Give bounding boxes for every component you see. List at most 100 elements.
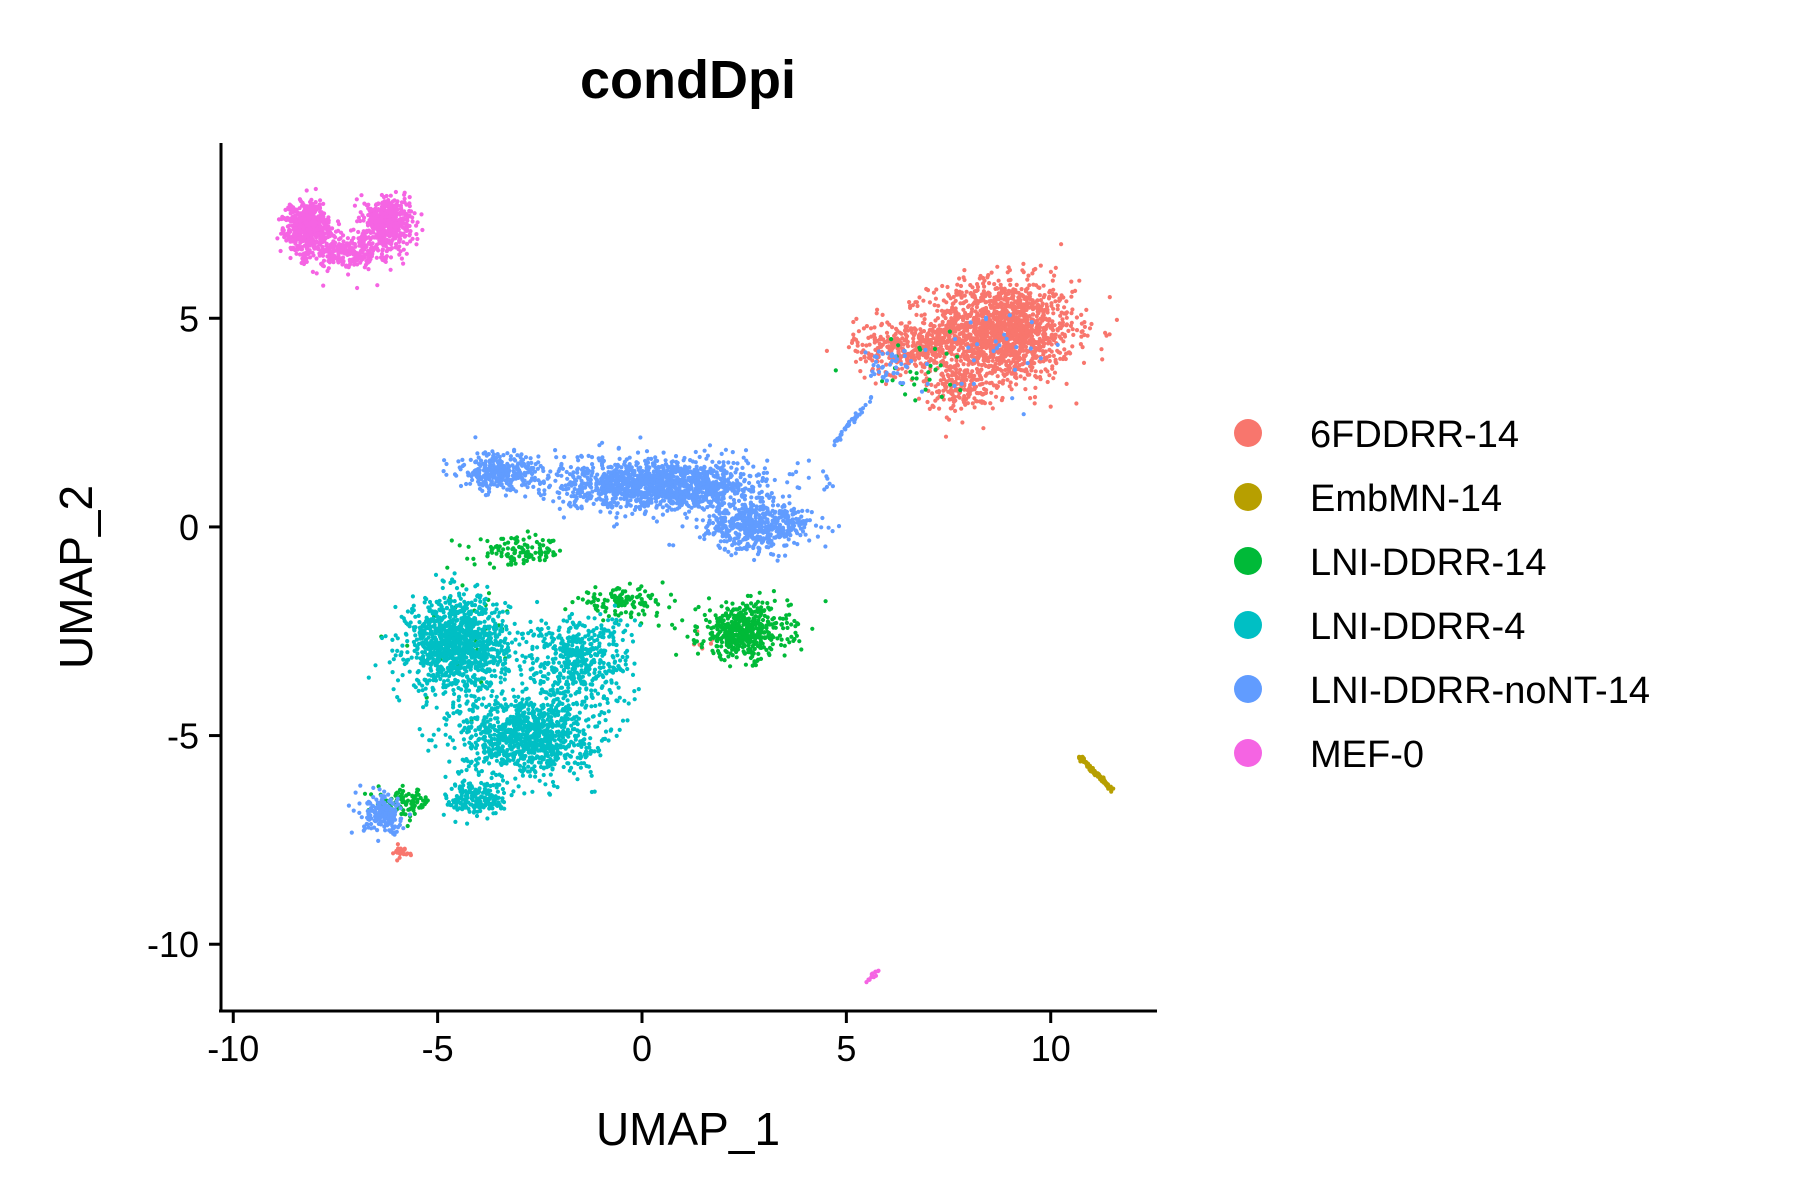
scatter-point-series-3: [597, 720, 602, 725]
scatter-point-series-0: [1006, 321, 1011, 326]
scatter-point-series-2: [717, 616, 723, 621]
scatter-point-series-0: [1024, 301, 1029, 306]
scatter-point-series-3: [479, 645, 484, 650]
scatter-point-series-2: [510, 556, 515, 561]
scatter-point-series-0: [1032, 401, 1037, 406]
scatter-point-series-2: [714, 644, 719, 649]
scatter-point-series-0: [908, 326, 914, 331]
scatter-point-series-0: [1082, 320, 1087, 325]
scatter-point-series-3: [420, 688, 425, 693]
scatter-point-series-3: [435, 663, 440, 668]
scatter-point-series-0: [1015, 299, 1020, 305]
scatter-point-series-3: [482, 619, 487, 624]
scatter-point-series-0: [1057, 296, 1062, 301]
scatter-point-series-0: [1047, 358, 1052, 364]
scatter-point-series-2: [425, 798, 430, 803]
scatter-point-series-0: [1017, 294, 1023, 299]
scatter-point-series-3: [485, 755, 490, 760]
scatter-point-series-0: [1042, 341, 1047, 346]
scatter-point-series-2: [733, 619, 738, 625]
scatter-point-series-0: [970, 361, 975, 366]
scatter-point-series-3: [391, 687, 396, 692]
scatter-point-series-0: [851, 319, 856, 325]
scatter-point-series-0: [401, 851, 406, 856]
scatter-point-series-3: [411, 603, 416, 608]
scatter-point-series-2: [643, 589, 648, 594]
scatter-point-series-3: [455, 770, 461, 775]
scatter-point-series-3: [498, 680, 503, 685]
scatter-point-series-0: [877, 341, 882, 346]
scatter-point-series-2: [782, 653, 787, 658]
scatter-point-series-0: [981, 399, 986, 405]
scatter-point-series-2: [487, 561, 492, 566]
scatter-point-series-2: [670, 622, 675, 627]
scatter-point-series-0: [917, 332, 922, 337]
scatter-point-series-0: [872, 325, 877, 330]
scatter-point-series-0: [1050, 291, 1055, 296]
scatter-point-series-0: [911, 340, 916, 345]
scatter-point-series-0: [1024, 297, 1029, 302]
scatter-point-series-2: [746, 643, 751, 648]
scatter-point-series-0: [853, 337, 859, 342]
scatter-point-series-0: [1049, 349, 1054, 354]
scatter-point-series-2: [692, 628, 698, 634]
scatter-point-series-2: [754, 625, 759, 631]
scatter-point-series-2: [525, 529, 530, 534]
scatter-point-series-0: [996, 291, 1002, 296]
scatter-point-series-2: [694, 625, 700, 630]
scatter-point-series-2: [696, 604, 701, 610]
scatter-point-series-0: [919, 369, 924, 374]
scatter-point-series-0: [955, 362, 960, 367]
scatter-point-series-2: [758, 637, 763, 642]
scatter-point-series-0: [1061, 295, 1066, 300]
scatter-point-series-3: [459, 687, 464, 692]
scatter-point-series-3: [478, 599, 483, 604]
scatter-point-series-3: [440, 585, 445, 591]
scatter-point-series-1: [1085, 761, 1091, 766]
scatter-point-series-3: [424, 597, 429, 602]
scatter-point-series-2: [745, 593, 751, 599]
scatter-point-series-0: [972, 349, 977, 354]
scatter-point-series-3: [413, 614, 418, 619]
scatter-point-series-3: [451, 700, 456, 705]
scatter-point-series-3: [566, 716, 571, 722]
scatter-point-series-0: [874, 311, 879, 316]
scatter-point-series-0: [1004, 326, 1009, 332]
scatter-point-series-2: [769, 647, 774, 652]
scatter-point-series-0: [944, 384, 949, 390]
scatter-point-series-0: [990, 406, 995, 411]
scatter-point-series-0: [972, 385, 977, 390]
scatter-point-series-3: [445, 665, 450, 671]
scatter-point-series-3: [503, 666, 508, 671]
scatter-point-series-2: [784, 620, 790, 626]
scatter-point-series-3: [416, 669, 421, 674]
scatter-point-series-2: [721, 618, 726, 623]
scatter-point-series-3: [452, 745, 457, 751]
scatter-point-series-2: [680, 618, 685, 623]
scatter-point-series-3: [440, 673, 445, 678]
scatter-point-series-3: [470, 709, 475, 714]
scatter-point-series-3: [487, 614, 492, 619]
scatter-point-series-2: [759, 623, 765, 628]
scatter-point-series-3: [429, 673, 434, 678]
scatter-point-series-3: [490, 689, 495, 694]
scatter-point-series-3: [464, 693, 469, 698]
scatter-point-series-0: [958, 354, 963, 359]
scatter-point-series-0: [868, 326, 874, 331]
scatter-point-series-2: [757, 590, 762, 595]
scatter-point-series-2: [674, 652, 679, 657]
scatter-point-series-2: [527, 535, 532, 540]
scatter-point-series-3: [500, 609, 505, 614]
scatter-point-series-0: [928, 323, 933, 328]
scatter-point-series-0: [1055, 307, 1060, 312]
scatter-point-series-0: [1009, 342, 1014, 347]
scatter-point-series-3: [436, 727, 441, 732]
scatter-point-series-0: [1050, 366, 1055, 371]
scatter-point-series-0: [1041, 328, 1046, 333]
scatter-point-series-2: [743, 662, 749, 667]
scatter-point-series-0: [1030, 307, 1035, 312]
scatter-point-series-3: [465, 674, 470, 679]
scatter-point-series-2: [823, 599, 828, 604]
scatter-point-series-3: [452, 691, 457, 697]
scatter-point-series-3: [490, 647, 495, 652]
